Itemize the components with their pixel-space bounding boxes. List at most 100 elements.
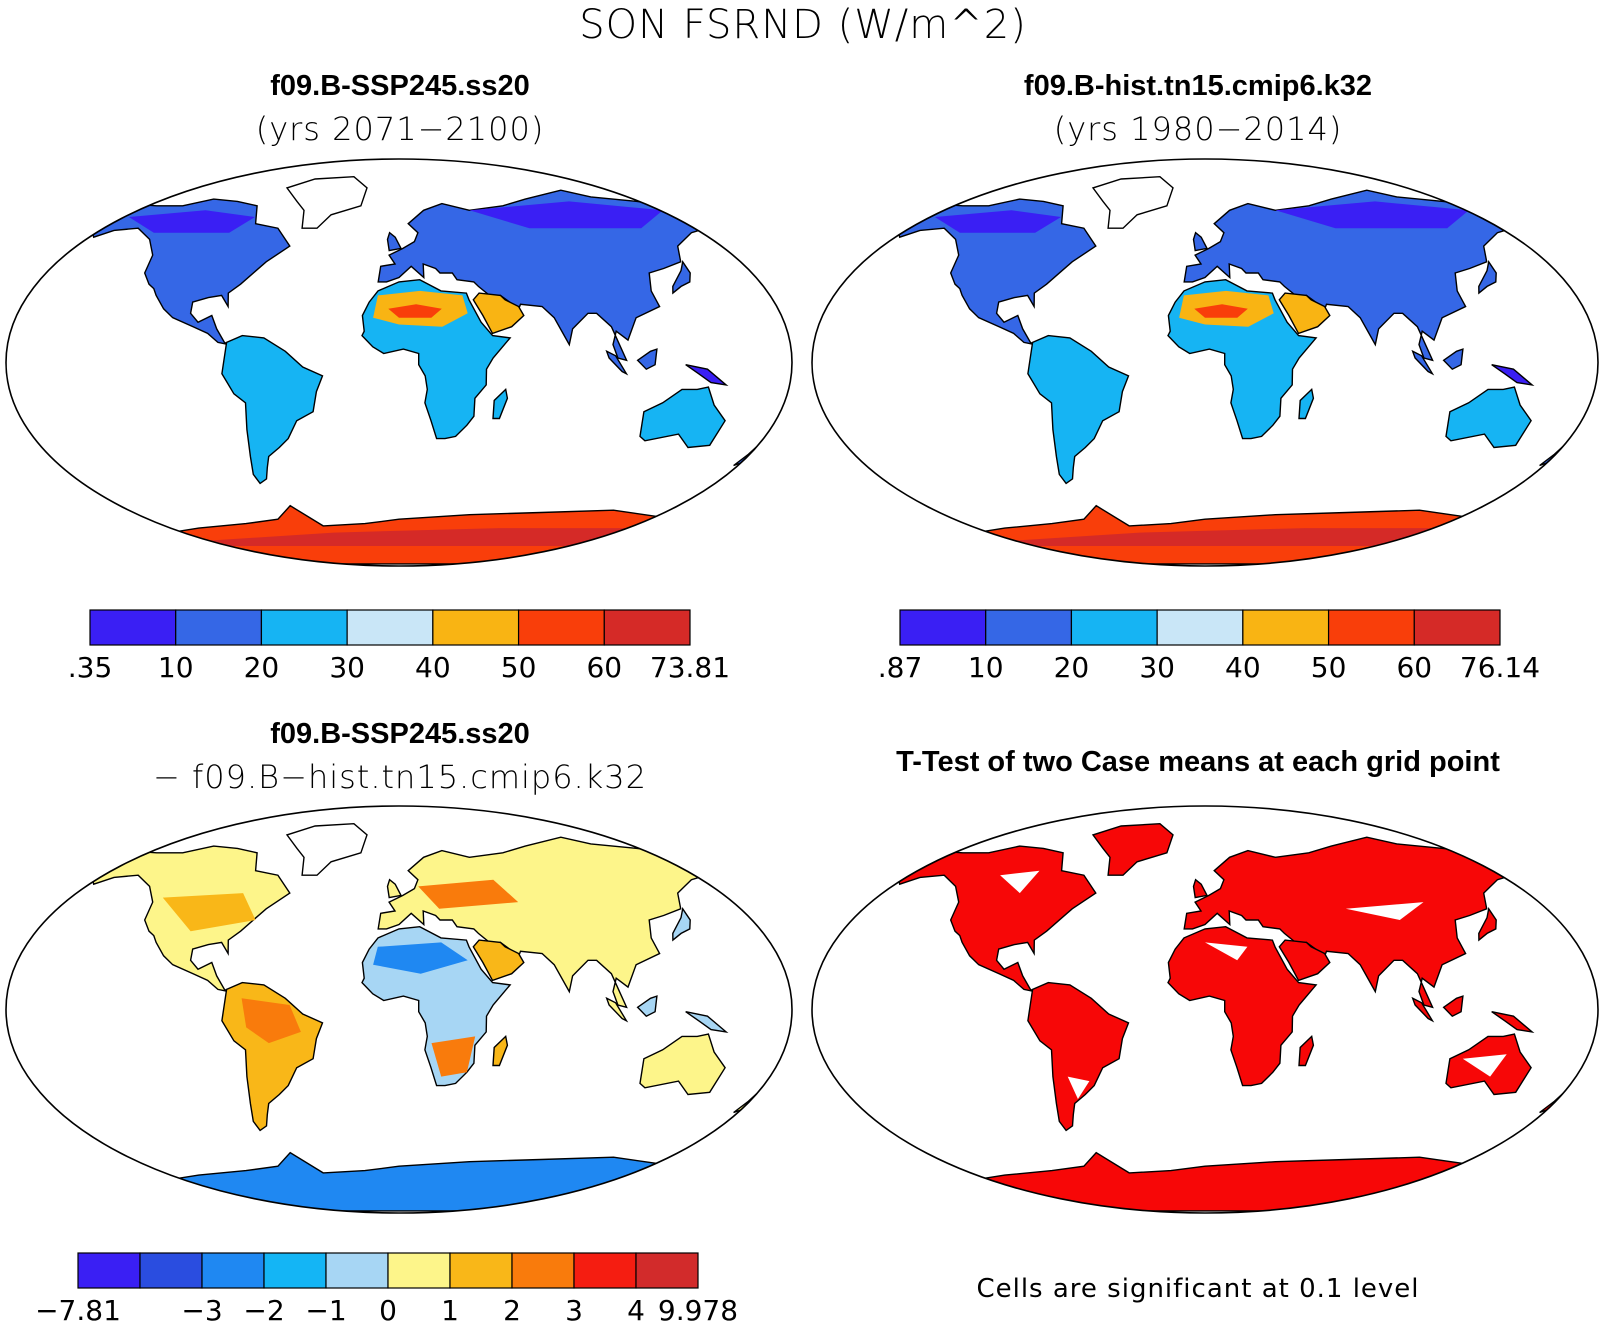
- landmass-borneo: [636, 348, 658, 371]
- panel4-map: [811, 805, 1599, 1214]
- landmass-japan: [672, 906, 691, 942]
- map-frame: [5, 158, 793, 567]
- landmass-sumatra: [605, 996, 629, 1023]
- landmass-newguinea: [1491, 364, 1535, 386]
- colorbar-cell: [1327, 609, 1415, 646]
- colorbar-tick-label: −3: [181, 1294, 222, 1323]
- field-patch: [1275, 201, 1469, 229]
- colorbar-cell: [985, 609, 1073, 646]
- field-patch: [1462, 1054, 1507, 1077]
- landmass-japan: [672, 259, 691, 295]
- landmass-arabia: [1278, 939, 1331, 982]
- colorbar-cell: [260, 609, 348, 646]
- landmass-southamerica: [221, 334, 324, 485]
- field-patch: [1194, 304, 1248, 318]
- landmass-sumatra: [605, 349, 629, 376]
- colorbar-cell: [77, 1252, 141, 1289]
- panel3-subtitle: − f09.B−hist.tn15.cmip6.k32: [153, 758, 647, 796]
- field-patch: [1345, 902, 1424, 920]
- field-patch: [241, 998, 301, 1044]
- landmass-madagascar: [492, 387, 509, 420]
- colorbar-tick-label: 20: [1054, 651, 1090, 684]
- panel1-colorbar: .35 10 20 30 40 50 60 73.81: [68, 609, 730, 684]
- colorbar-cell: [1242, 609, 1330, 646]
- colorbar-tick-label: 10: [968, 651, 1004, 684]
- field-patch: [469, 201, 663, 229]
- landmass-japan: [1478, 259, 1497, 295]
- field-patch: [1000, 870, 1040, 894]
- colorbar-cell: [573, 1252, 637, 1289]
- colorbar-tick-label: 20: [244, 651, 280, 684]
- colorbar-tick-label: .87: [878, 651, 923, 684]
- panel2-colorbar: .87 10 20 30 40 50 60 76.14: [878, 609, 1540, 684]
- colorbar-tick-label: −1: [305, 1294, 346, 1323]
- landmass-northamerica: [896, 198, 1097, 346]
- colorbar-cell: [635, 1252, 699, 1289]
- field-patch: [373, 942, 468, 974]
- colorbar-cell: [899, 609, 987, 646]
- panel2-subtitle: (yrs 1980−2014): [1053, 110, 1343, 148]
- panel1-map: [5, 158, 793, 567]
- field-patch: [128, 210, 255, 233]
- colorbar-cell: [517, 609, 605, 646]
- colorbar-tick-label: 3: [565, 1294, 583, 1323]
- landmass-eurasia: [1183, 189, 1538, 362]
- landmass-greenland: [1091, 175, 1174, 229]
- landmass-eurasia: [1183, 836, 1538, 1009]
- landmass-borneo: [636, 995, 658, 1018]
- colorbar-cell: [89, 609, 177, 646]
- colorbar-tick-label: 40: [415, 651, 451, 684]
- panel3-title: f09.B-SSP245.ss20: [270, 718, 530, 750]
- field-patch: [431, 1036, 476, 1077]
- landmass-greenland: [1091, 822, 1174, 876]
- colorbar-tick-label: 50: [1311, 651, 1347, 684]
- colorbar-cell: [175, 609, 263, 646]
- colorbar-cell: [346, 609, 434, 646]
- colorbar-cell: [263, 1252, 327, 1289]
- colorbar-tick-label: .35: [68, 651, 113, 684]
- colorbar-tick-label: −7.81: [35, 1294, 121, 1323]
- panel2-map: [811, 158, 1599, 567]
- colorbar-tick-label: 30: [1139, 651, 1175, 684]
- landmass-sumatra: [1411, 996, 1435, 1023]
- landmass-newguinea: [685, 364, 729, 386]
- colorbar-cell: [325, 1252, 389, 1289]
- colorbar-cell: [1156, 609, 1244, 646]
- figure-title: SON FSRND (W/m^2): [579, 2, 1027, 48]
- colorbar-tick-label: 40: [1225, 651, 1261, 684]
- map-frame: [5, 805, 793, 1214]
- panel3-map: [5, 805, 793, 1214]
- colorbar-tick-label: 50: [501, 651, 537, 684]
- colorbar-tick-label: 0: [379, 1294, 397, 1323]
- colorbar-cell: [1070, 609, 1158, 646]
- colorbar-cell: [603, 609, 691, 646]
- colorbar-tick-label: 73.81: [650, 651, 730, 684]
- landmass-eurasia: [377, 836, 732, 1009]
- colorbar-cell: [511, 1252, 575, 1289]
- colorbar-tick-label: 1: [441, 1294, 459, 1323]
- colorbar-tick-label: 10: [158, 651, 194, 684]
- landmass-madagascar: [492, 1034, 509, 1067]
- panel4-title: T-Test of two Case means at each grid po…: [896, 746, 1500, 778]
- map-frame: [811, 158, 1599, 567]
- field-patch: [124, 528, 674, 546]
- colorbar-cell: [139, 1252, 203, 1289]
- field-patch: [1205, 942, 1248, 961]
- colorbar-tick-label: 4: [627, 1294, 645, 1323]
- landmass-borneo: [1442, 995, 1464, 1018]
- landmass-northamerica: [90, 198, 291, 346]
- landmass-australia: [639, 386, 726, 449]
- colorbar-cell: [1413, 609, 1501, 646]
- landmass-australia: [1445, 386, 1532, 449]
- landmass-borneo: [1442, 348, 1464, 371]
- panel1-title: f09.B-SSP245.ss20: [270, 70, 530, 102]
- landmass-arabia: [472, 292, 525, 335]
- colorbar-tick-label: 2: [503, 1294, 521, 1323]
- landmass-japan: [1478, 906, 1497, 942]
- landmass-northamerica: [896, 845, 1097, 993]
- colorbar-tick-label: −2: [243, 1294, 284, 1323]
- colorbar-cell: [449, 1252, 513, 1289]
- field-patch: [418, 879, 519, 909]
- colorbar-tick-label: 30: [329, 651, 365, 684]
- colorbar-cell: [387, 1252, 451, 1289]
